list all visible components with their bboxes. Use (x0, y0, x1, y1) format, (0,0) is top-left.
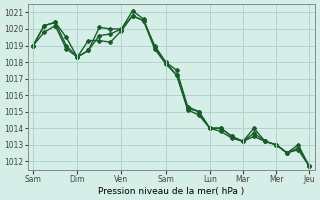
X-axis label: Pression niveau de la mer( hPa ): Pression niveau de la mer( hPa ) (98, 187, 244, 196)
